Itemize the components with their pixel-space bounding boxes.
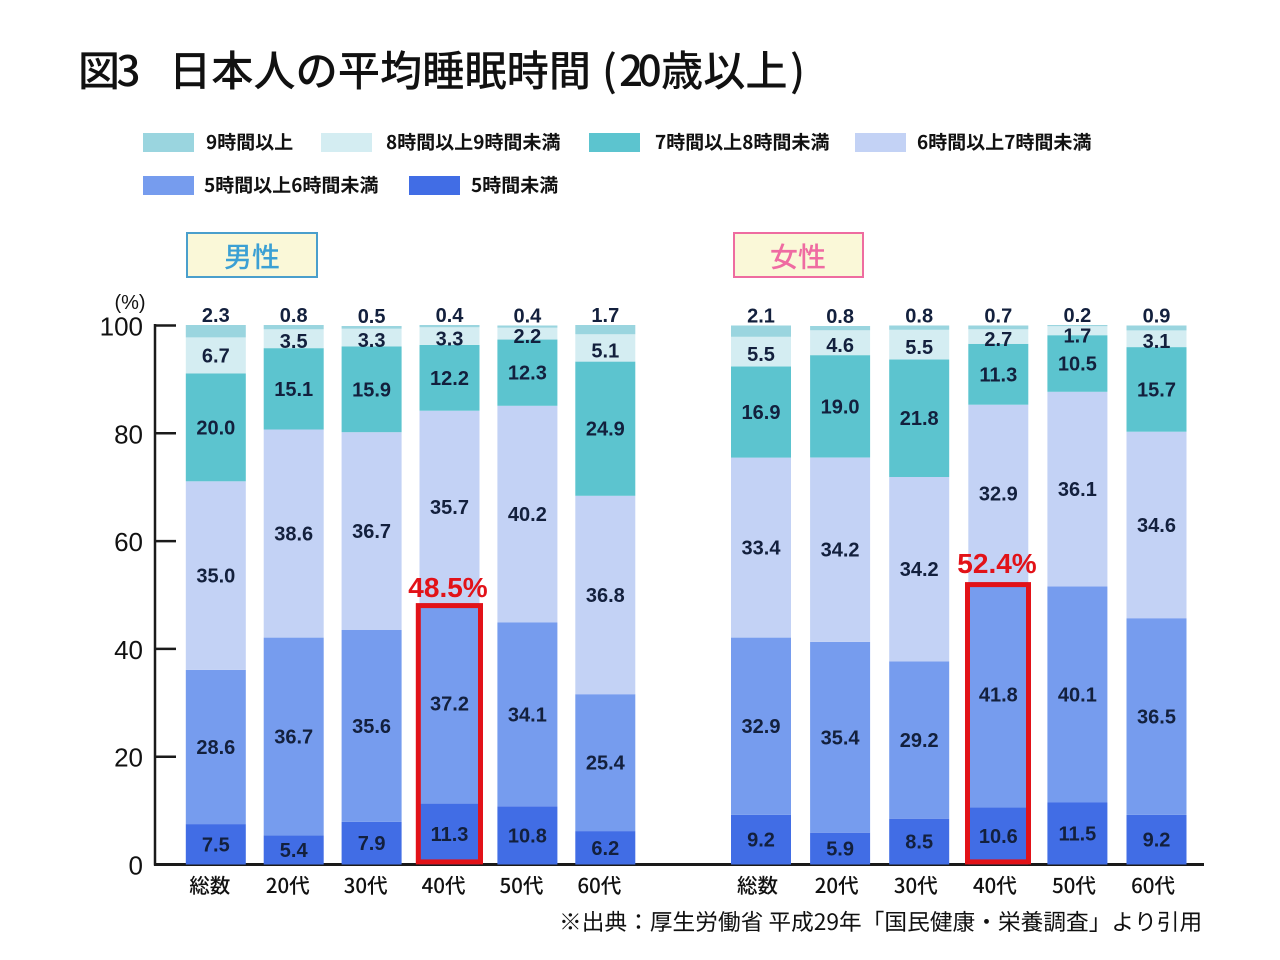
svg-text:5.1: 5.1 xyxy=(591,340,619,362)
svg-text:12.3: 12.3 xyxy=(508,363,547,385)
svg-text:5.5: 5.5 xyxy=(747,344,775,366)
svg-text:29.2: 29.2 xyxy=(900,730,939,752)
svg-text:3.3: 3.3 xyxy=(436,329,464,351)
svg-text:2.7: 2.7 xyxy=(984,329,1012,351)
svg-text:37.2: 37.2 xyxy=(430,693,469,715)
svg-text:0.9: 0.9 xyxy=(1143,306,1171,328)
svg-text:60: 60 xyxy=(114,527,143,557)
svg-text:4.6: 4.6 xyxy=(826,335,854,357)
svg-text:6.2: 6.2 xyxy=(591,838,619,860)
svg-text:11.5: 11.5 xyxy=(1058,824,1096,846)
svg-text:40.1: 40.1 xyxy=(1058,684,1097,706)
svg-text:15.7: 15.7 xyxy=(1137,379,1176,401)
svg-text:1.7: 1.7 xyxy=(1063,325,1091,347)
svg-text:3.1: 3.1 xyxy=(1143,331,1171,353)
svg-text:9.2: 9.2 xyxy=(1143,830,1171,852)
svg-text:34.1: 34.1 xyxy=(508,704,547,726)
svg-text:7.5: 7.5 xyxy=(202,834,230,856)
svg-text:40: 40 xyxy=(114,635,143,665)
svg-text:5.4: 5.4 xyxy=(280,840,309,862)
svg-text:35.0: 35.0 xyxy=(196,566,235,588)
svg-text:34.2: 34.2 xyxy=(900,559,939,581)
svg-text:9.2: 9.2 xyxy=(747,830,775,852)
svg-text:20.0: 20.0 xyxy=(196,417,235,439)
svg-text:5.5: 5.5 xyxy=(905,337,933,359)
svg-text:33.4: 33.4 xyxy=(742,538,782,560)
svg-text:2.2: 2.2 xyxy=(513,326,541,348)
svg-text:36.7: 36.7 xyxy=(274,727,313,749)
svg-text:0.4: 0.4 xyxy=(513,306,542,328)
svg-text:36.7: 36.7 xyxy=(352,521,391,543)
svg-text:19.0: 19.0 xyxy=(821,396,860,418)
svg-text:24.9: 24.9 xyxy=(586,419,625,441)
svg-text:52.4%: 52.4% xyxy=(957,548,1036,579)
svg-text:0.8: 0.8 xyxy=(905,306,933,328)
svg-text:11.3: 11.3 xyxy=(431,824,469,846)
svg-text:35.7: 35.7 xyxy=(430,497,469,519)
svg-text:0: 0 xyxy=(129,851,143,881)
svg-text:36.5: 36.5 xyxy=(1137,707,1176,729)
svg-text:6.7: 6.7 xyxy=(202,345,230,367)
svg-text:0.2: 0.2 xyxy=(1063,305,1091,327)
svg-text:3.5: 3.5 xyxy=(280,331,308,353)
svg-text:10.8: 10.8 xyxy=(508,825,547,847)
svg-text:41.8: 41.8 xyxy=(979,685,1018,707)
svg-text:(%): (%) xyxy=(114,292,145,314)
svg-text:100: 100 xyxy=(100,312,143,342)
svg-text:15.9: 15.9 xyxy=(352,379,391,401)
svg-text:35.4: 35.4 xyxy=(821,727,861,749)
svg-text:0.4: 0.4 xyxy=(436,305,465,327)
svg-text:10.5: 10.5 xyxy=(1058,354,1097,376)
svg-text:35.6: 35.6 xyxy=(352,716,391,738)
svg-text:2.3: 2.3 xyxy=(202,305,230,327)
svg-text:12.2: 12.2 xyxy=(430,368,469,390)
svg-text:20: 20 xyxy=(114,743,143,773)
svg-text:8.5: 8.5 xyxy=(905,832,933,854)
svg-text:34.2: 34.2 xyxy=(821,540,860,562)
svg-text:11.3: 11.3 xyxy=(979,364,1017,386)
svg-text:15.1: 15.1 xyxy=(274,379,313,401)
svg-text:0.8: 0.8 xyxy=(280,305,308,327)
svg-text:32.9: 32.9 xyxy=(979,483,1018,505)
svg-text:0.7: 0.7 xyxy=(984,306,1012,328)
svg-text:16.9: 16.9 xyxy=(742,402,781,424)
svg-text:3.3: 3.3 xyxy=(358,330,386,352)
svg-text:28.6: 28.6 xyxy=(196,737,235,759)
svg-text:0.5: 0.5 xyxy=(358,306,386,328)
svg-text:10.6: 10.6 xyxy=(979,826,1018,848)
svg-text:36.1: 36.1 xyxy=(1058,479,1097,501)
svg-text:38.6: 38.6 xyxy=(274,524,313,546)
svg-text:2.1: 2.1 xyxy=(747,306,775,328)
svg-text:80: 80 xyxy=(114,419,143,449)
svg-text:34.6: 34.6 xyxy=(1137,515,1176,537)
svg-text:40.2: 40.2 xyxy=(508,504,547,526)
svg-text:7.9: 7.9 xyxy=(358,833,386,855)
svg-text:36.8: 36.8 xyxy=(586,585,625,607)
svg-text:1.7: 1.7 xyxy=(591,305,619,327)
svg-text:48.5%: 48.5% xyxy=(408,572,487,603)
svg-text:5.9: 5.9 xyxy=(826,839,854,861)
svg-text:0.8: 0.8 xyxy=(826,306,854,328)
svg-text:25.4: 25.4 xyxy=(586,753,626,775)
svg-text:21.8: 21.8 xyxy=(900,408,939,430)
svg-text:32.9: 32.9 xyxy=(742,716,781,738)
